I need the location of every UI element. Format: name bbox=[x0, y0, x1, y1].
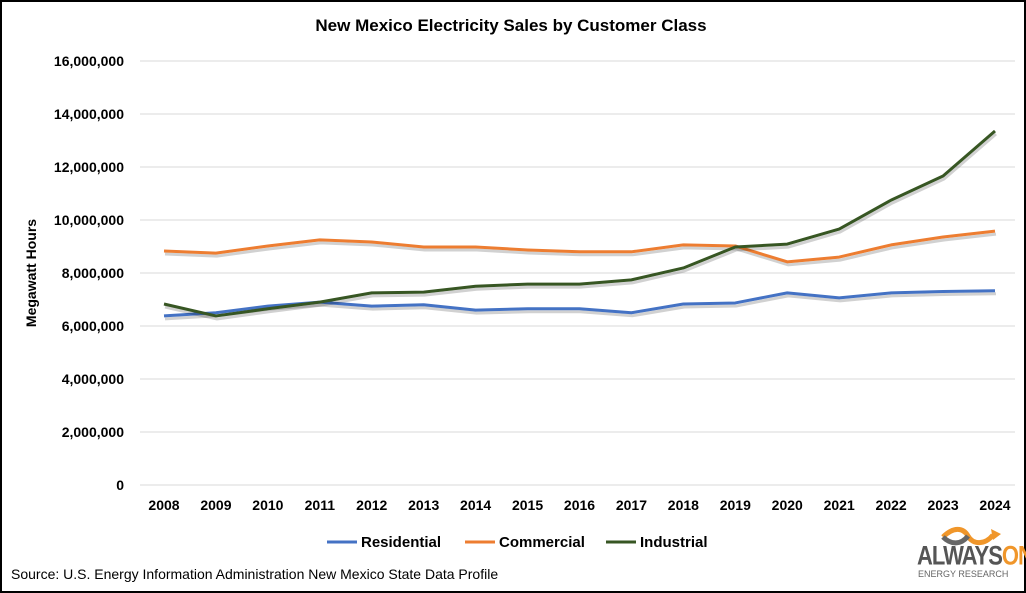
x-tick-label: 2013 bbox=[408, 497, 439, 513]
logo-text-always: ALWAYS bbox=[917, 540, 1003, 571]
x-tick-label: 2015 bbox=[512, 497, 543, 513]
x-tick-label: 2012 bbox=[356, 497, 387, 513]
y-tick-label: 2,000,000 bbox=[62, 424, 124, 440]
y-tick-label: 14,000,000 bbox=[54, 106, 124, 122]
x-tick-label: 2010 bbox=[252, 497, 283, 513]
x-tick-label: 2016 bbox=[564, 497, 595, 513]
y-tick-label: 10,000,000 bbox=[54, 212, 124, 228]
y-tick-label: 4,000,000 bbox=[62, 371, 124, 387]
series-line-commercial bbox=[163, 229, 996, 264]
logo-text-on: ON bbox=[1001, 540, 1026, 571]
y-tick-label: 16,000,000 bbox=[54, 53, 124, 69]
x-tick-label: 2014 bbox=[460, 497, 491, 513]
series-shadow bbox=[164, 292, 997, 321]
legend-label-industrial: Industrial bbox=[640, 534, 708, 551]
x-tick-label: 2022 bbox=[876, 497, 907, 513]
x-tick-label: 2017 bbox=[616, 497, 647, 513]
x-tick-label: 2023 bbox=[927, 497, 958, 513]
x-tick-label: 2018 bbox=[668, 497, 699, 513]
x-tick-label: 2024 bbox=[979, 497, 1010, 513]
legend-label-commercial: Commercial bbox=[499, 534, 585, 551]
alwayson-logo: ALWAYSON ENERGY RESEARCH bbox=[913, 525, 1026, 580]
y-axis-label: Megawatt Hours bbox=[23, 219, 39, 327]
x-tick-label: 2019 bbox=[720, 497, 751, 513]
logo-subtitle: ENERGY RESEARCH bbox=[918, 569, 1009, 579]
y-tick-label: 6,000,000 bbox=[62, 318, 124, 334]
chart-title: New Mexico Electricity Sales by Customer… bbox=[315, 16, 707, 35]
series-line-industrial bbox=[163, 129, 996, 318]
x-tick-label: 2020 bbox=[772, 497, 803, 513]
series-shadow bbox=[164, 232, 997, 267]
y-tick-label: 0 bbox=[116, 477, 124, 493]
source-note: Source: U.S. Energy Information Administ… bbox=[11, 566, 499, 582]
x-tick-label: 2008 bbox=[148, 497, 179, 513]
y-tick-label: 12,000,000 bbox=[54, 159, 124, 175]
legend-label-residential: Residential bbox=[361, 534, 441, 551]
y-tick-label: 8,000,000 bbox=[62, 265, 124, 281]
infinity-arrow-icon bbox=[941, 526, 1001, 546]
x-tick-label: 2011 bbox=[305, 497, 336, 513]
series-shadow bbox=[164, 132, 997, 321]
x-tick-label: 2021 bbox=[824, 497, 855, 513]
x-tick-label: 2009 bbox=[200, 497, 231, 513]
